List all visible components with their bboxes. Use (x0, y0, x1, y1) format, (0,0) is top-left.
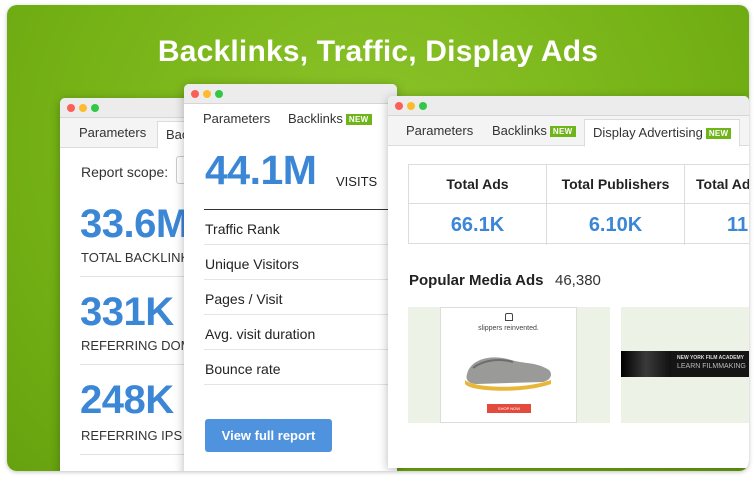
total-advertisers-column: Total Ad 11 (685, 165, 749, 245)
metric-avg-visit-duration: Avg. visit duration (205, 326, 316, 342)
minimize-dot-icon[interactable] (407, 102, 415, 110)
ad-thumbnail[interactable]: slippers reinvented. SHOP NOW (408, 307, 610, 423)
tab-backlinks-label: Backlinks (492, 123, 547, 138)
referring-domains-label: REFERRING DOMAINS (81, 338, 210, 353)
column-value[interactable]: 66.1K (450, 214, 505, 236)
new-badge: NEW (345, 114, 372, 125)
slipper-icon (465, 357, 551, 391)
tab-parameters[interactable]: Parameters (79, 125, 147, 140)
headline: Backlinks, Traffic, Display Ads (157, 35, 599, 68)
divider (80, 364, 210, 365)
promo-banner: Backlinks, Traffic, Display Ads Paramete… (7, 5, 749, 471)
close-dot-icon[interactable] (67, 104, 75, 112)
close-dot-icon[interactable] (191, 90, 199, 98)
total-ads-column: Total Ads 66.1K (409, 165, 547, 245)
total-backlinks-label: TOTAL BACKLINKS (81, 250, 198, 265)
visits-value: 44.1M (205, 147, 317, 193)
window-titlebar (388, 96, 749, 116)
divider (204, 349, 397, 350)
tab-bar: Parameters Backlinks NEW Display Advertis… (388, 116, 749, 147)
divider (204, 244, 397, 245)
new-badge: NEW (705, 128, 732, 139)
referring-ips-label: REFERRING IPS (81, 428, 183, 443)
total-publishers-column: Total Publishers 6.10K (547, 165, 685, 245)
ad-subline: LEARN FILMMAKING (677, 363, 746, 370)
tab-display-advertising[interactable]: Display Advertising NEW (584, 119, 741, 147)
column-value[interactable]: 11 (727, 214, 749, 236)
zoom-dot-icon[interactable] (91, 104, 99, 112)
window-titlebar (184, 84, 397, 104)
brand-logo-icon (505, 313, 513, 321)
minimize-dot-icon[interactable] (203, 90, 211, 98)
zoom-dot-icon[interactable] (215, 90, 223, 98)
metric-unique-visitors: Unique Visitors (205, 256, 299, 272)
ad-tagline: slippers reinvented. (478, 325, 539, 332)
traffic-window: Parameters Backlinks NEW 44.1M VISITS Tra… (184, 84, 397, 471)
tab-bar: Parameters Backlinks NEW (184, 104, 397, 134)
ad-photo (621, 351, 671, 377)
metric-traffic-rank: Traffic Rank (205, 221, 280, 237)
divider (80, 454, 210, 455)
column-header: Total Ads (409, 165, 546, 204)
referring-domains-value: 331K (80, 290, 174, 334)
tab-backlinks-label: Backlinks (288, 111, 343, 126)
divider (80, 276, 210, 277)
tab-parameters[interactable]: Parameters (203, 111, 271, 126)
divider (204, 314, 397, 315)
divider (204, 384, 397, 385)
ads-summary-table: Total Ads 66.1K Total Publishers 6.10K T… (408, 164, 749, 245)
ad-shop-button: SHOP NOW (487, 404, 531, 413)
report-scope-label: Report scope: (81, 164, 169, 180)
column-value[interactable]: 6.10K (588, 214, 643, 236)
ad-creative: slippers reinvented. SHOP NOW (440, 307, 577, 423)
display-ads-window: Parameters Backlinks NEW Display Advertis… (388, 96, 749, 468)
popular-media-ads-title: Popular Media Ads (409, 272, 544, 289)
new-badge: NEW (549, 126, 576, 137)
ad-headline: NEW YORK FILM ACADEMY (677, 355, 744, 361)
metric-pages-per-visit: Pages / Visit (205, 291, 283, 307)
tab-backlinks[interactable]: Backlinks NEW (492, 116, 576, 146)
visits-label: VISITS (336, 174, 378, 189)
referring-ips-value: 248K (80, 378, 174, 422)
minimize-dot-icon[interactable] (79, 104, 87, 112)
ad-creative: NEW YORK FILM ACADEMY LEARN FILMMAKING (621, 351, 749, 377)
total-backlinks-value: 33.6M (80, 202, 189, 246)
column-header: Total Publishers (547, 165, 684, 204)
zoom-dot-icon[interactable] (419, 102, 427, 110)
column-header: Total Ad (685, 165, 749, 204)
close-dot-icon[interactable] (395, 102, 403, 110)
metric-bounce-rate: Bounce rate (205, 361, 281, 377)
tab-backlinks[interactable]: Backlinks NEW (288, 104, 372, 134)
popular-media-ads-count: 46,380 (555, 272, 601, 289)
divider (204, 279, 397, 280)
view-full-report-button[interactable]: View full report (205, 419, 332, 452)
window-titlebar (60, 98, 210, 118)
tab-parameters[interactable]: Parameters (406, 123, 474, 138)
ad-thumbnail[interactable]: NEW YORK FILM ACADEMY LEARN FILMMAKING (621, 307, 749, 423)
divider (204, 209, 397, 210)
tab-display-advertising-label: Display Advertising (593, 125, 703, 140)
